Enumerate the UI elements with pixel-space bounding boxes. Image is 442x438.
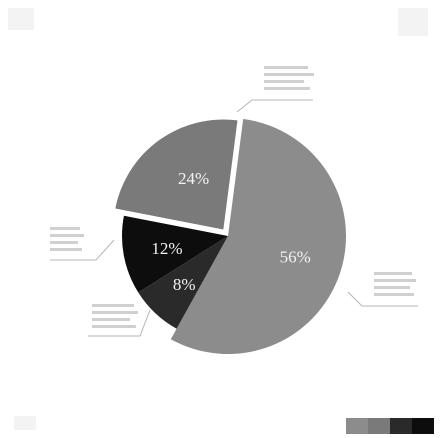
pie-slice-label: 12% [151, 239, 182, 258]
callout-leader-top-right [236, 99, 313, 113]
callout-illegible-text [374, 272, 412, 275]
pie-slices [115, 118, 346, 354]
corner-smudge-bottom-left [14, 416, 36, 430]
callout-illegible-text [374, 293, 414, 296]
legend-swatch [412, 418, 434, 434]
pie-slice-labels: 56% 24% 12% 8% [151, 169, 310, 294]
callout-illegible-text [92, 318, 130, 321]
callout-illegible-text [264, 66, 308, 69]
callout-left [50, 227, 115, 261]
legend [346, 418, 434, 434]
callout-leader-left [50, 239, 115, 261]
legend-swatch [368, 418, 390, 434]
callout-bottom-left [88, 304, 151, 337]
pie-slice [170, 118, 346, 354]
pie-slice [122, 215, 228, 293]
pie-slice [138, 236, 228, 329]
callout-illegible-text [50, 234, 84, 237]
callout-right [347, 272, 418, 307]
callout-illegible-text [264, 87, 310, 90]
callout-illegible-text [264, 80, 304, 83]
callout-leader-right [347, 291, 418, 307]
callout-top-right [236, 66, 314, 113]
callout-illegible-text [92, 304, 134, 307]
callout-leader-bottom-left [88, 309, 151, 337]
pie-slice-label: 8% [173, 275, 196, 294]
callout-illegible-text [374, 279, 416, 282]
corner-smudge-top-right [398, 8, 428, 36]
callout-illegible-text [92, 325, 136, 328]
pie-slice-label: 56% [280, 247, 311, 266]
pie-slice [115, 119, 238, 230]
callout-illegible-text [50, 241, 78, 244]
pie-slice-label: 24% [178, 169, 209, 188]
callout-illegible-text [50, 227, 80, 230]
callout-illegible-text [374, 286, 410, 289]
legend-swatch [346, 418, 368, 434]
callout-illegible-text [50, 248, 82, 251]
legend-swatch [390, 418, 412, 434]
callout-illegible-text [264, 73, 314, 76]
corner-smudge-top-left [8, 8, 34, 30]
callout-illegible-text [92, 311, 138, 314]
